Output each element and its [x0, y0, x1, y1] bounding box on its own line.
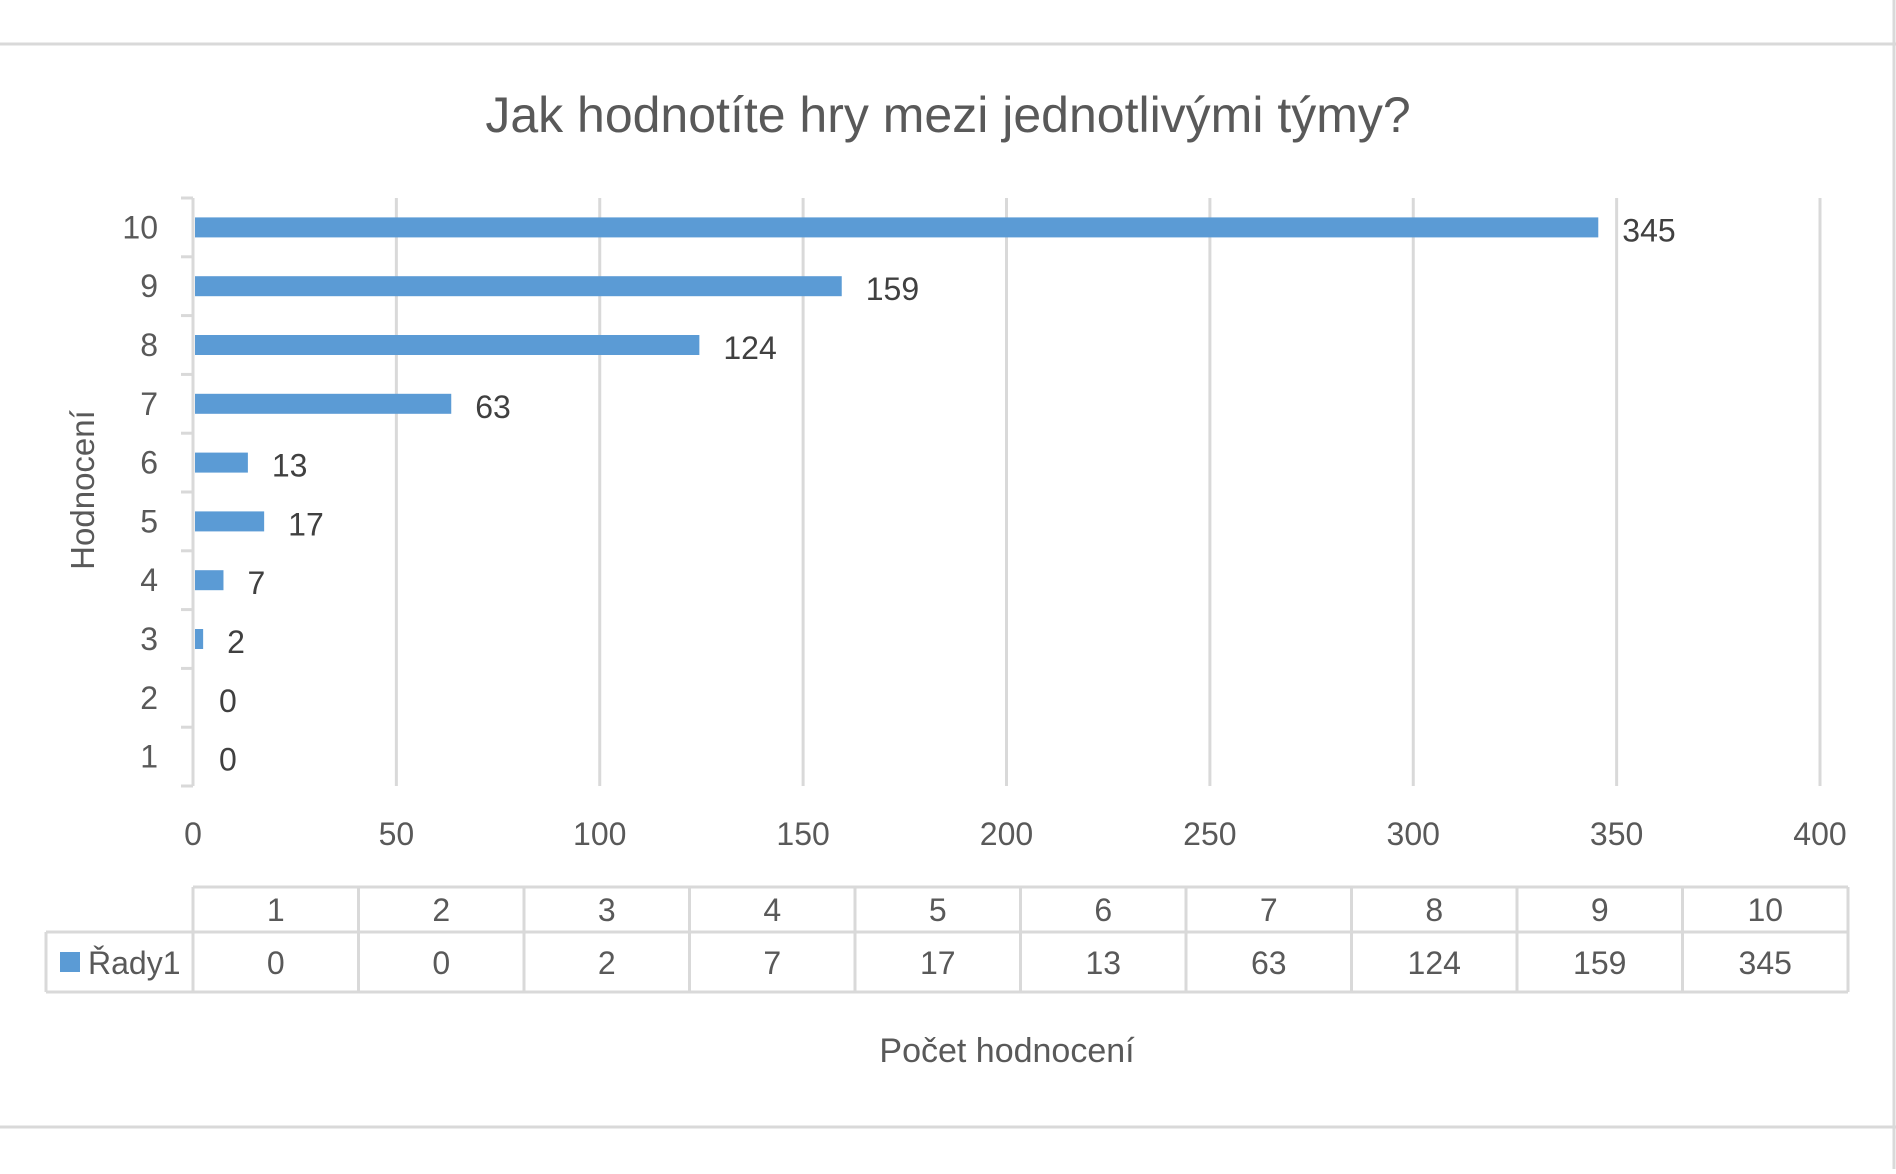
legend-key [60, 952, 80, 972]
table-header-cell: 4 [763, 892, 781, 928]
table-header-cell: 5 [929, 892, 947, 928]
data-label: 63 [475, 389, 511, 425]
y-tick-label: 4 [140, 562, 158, 598]
bar-7 [195, 393, 452, 414]
table-value-cell: 2 [598, 945, 616, 981]
data-label: 124 [723, 330, 776, 366]
table-header-cell: 8 [1425, 892, 1443, 928]
data-label: 0 [219, 742, 237, 778]
table-header-cell: 7 [1260, 892, 1278, 928]
chart-title: Jak hodnotíte hry mezi jednotlivými týmy… [485, 87, 1410, 143]
bar-6 [195, 452, 248, 473]
x-tick-label: 300 [1387, 816, 1440, 852]
x-tick-label: 250 [1183, 816, 1236, 852]
bar-3 [195, 629, 204, 649]
data-label: 0 [219, 683, 237, 719]
table-value-cell: 17 [920, 945, 956, 981]
table-value-cell: 13 [1085, 945, 1121, 981]
y-tick-label: 8 [140, 327, 158, 363]
bar-8 [195, 335, 700, 355]
table-value-cell: 124 [1408, 945, 1461, 981]
x-tick-label: 150 [776, 816, 829, 852]
y-tick-label: 7 [140, 386, 158, 422]
table-value-cell: 345 [1739, 945, 1792, 981]
table-value-cell: 63 [1251, 945, 1287, 981]
table-header-cell: 9 [1591, 892, 1609, 928]
x-tick-label: 50 [379, 816, 415, 852]
data-label: 7 [247, 565, 265, 601]
data-label: 159 [866, 271, 919, 307]
y-tick-label: 6 [140, 445, 158, 481]
x-tick-label: 200 [980, 816, 1033, 852]
bar-9 [195, 276, 842, 297]
y-tick-label: 1 [140, 739, 158, 775]
x-tick-label: 0 [184, 816, 202, 852]
data-label: 345 [1622, 212, 1675, 248]
table-header-cell: 6 [1094, 892, 1112, 928]
data-label: 2 [227, 624, 245, 660]
table-value-cell: 0 [432, 945, 450, 981]
y-tick-label: 3 [140, 621, 158, 657]
table-header-cell: 3 [598, 892, 616, 928]
y-tick-label: 10 [122, 209, 158, 245]
bar-10 [195, 217, 1599, 238]
x-tick-label: 350 [1590, 816, 1643, 852]
x-tick-label: 100 [573, 816, 626, 852]
legend-series-name: Řady1 [88, 945, 181, 981]
bar-5 [195, 511, 265, 532]
y-tick-label: 9 [140, 268, 158, 304]
table-header-cell: 1 [267, 892, 285, 928]
x-axis-label: Počet hodnocení [879, 1032, 1135, 1070]
table-header-cell: 10 [1747, 892, 1783, 928]
data-label: 13 [272, 448, 308, 484]
y-tick-label: 5 [140, 503, 158, 539]
x-tick-label: 400 [1793, 816, 1846, 852]
table-value-cell: 7 [763, 945, 781, 981]
bar-4 [195, 570, 224, 591]
data-label: 17 [288, 506, 324, 542]
table-header-cell: 2 [432, 892, 450, 928]
y-axis-label: Hodnocení [64, 410, 101, 570]
table-value-cell: 0 [267, 945, 285, 981]
table-value-cell: 159 [1573, 945, 1626, 981]
y-tick-label: 2 [140, 680, 158, 716]
